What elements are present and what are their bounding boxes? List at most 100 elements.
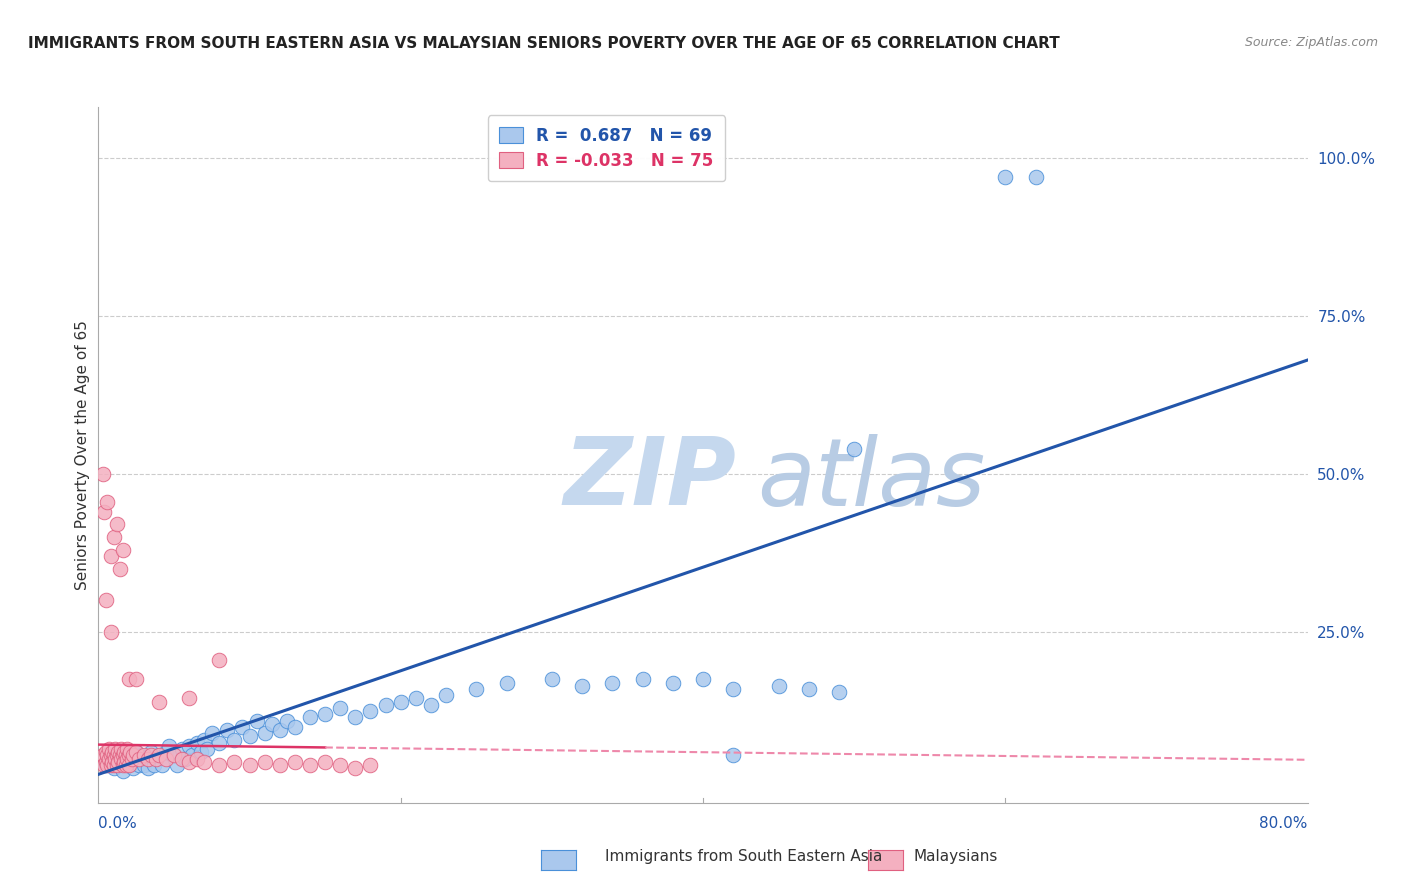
Text: Immigrants from South Eastern Asia: Immigrants from South Eastern Asia xyxy=(605,849,882,863)
Point xyxy=(208,736,231,750)
Point xyxy=(115,742,138,756)
Point xyxy=(121,751,143,765)
Point xyxy=(105,748,128,763)
Point xyxy=(100,625,122,640)
Point xyxy=(148,695,170,709)
Point xyxy=(208,653,231,667)
Point xyxy=(110,742,132,756)
Point xyxy=(110,751,132,765)
Point xyxy=(692,673,714,687)
Point xyxy=(111,764,134,779)
Point xyxy=(405,691,427,706)
Point xyxy=(360,757,382,772)
Point xyxy=(114,748,136,763)
Y-axis label: Seniors Poverty Over the Age of 65: Seniors Poverty Over the Age of 65 xyxy=(75,320,90,590)
Point xyxy=(108,748,131,763)
Point xyxy=(98,742,121,756)
Point xyxy=(125,673,148,687)
Point xyxy=(118,757,141,772)
Point xyxy=(602,675,624,690)
Point xyxy=(103,761,125,775)
Point xyxy=(107,757,129,772)
Point xyxy=(112,745,135,759)
Point xyxy=(284,755,307,769)
Point xyxy=(768,679,790,693)
Point xyxy=(299,710,322,724)
Point xyxy=(136,761,159,775)
Point xyxy=(125,745,148,759)
Point xyxy=(100,757,122,772)
Point xyxy=(246,714,269,728)
Point xyxy=(465,681,488,696)
Point xyxy=(96,757,118,772)
Text: atlas: atlas xyxy=(758,434,986,524)
Point xyxy=(94,745,117,759)
Point xyxy=(136,751,159,765)
Point xyxy=(434,688,457,702)
Point xyxy=(723,681,745,696)
Point xyxy=(94,593,117,607)
Point xyxy=(190,745,212,759)
Point xyxy=(389,695,412,709)
Point xyxy=(186,736,208,750)
Point xyxy=(253,726,276,740)
Text: Malaysians: Malaysians xyxy=(914,849,998,863)
Point xyxy=(94,755,117,769)
Point xyxy=(143,757,166,772)
Point xyxy=(828,685,851,699)
Point xyxy=(103,757,125,772)
Point xyxy=(96,495,118,509)
Point xyxy=(145,751,167,765)
Point xyxy=(661,675,683,690)
Point xyxy=(163,748,186,763)
Point xyxy=(100,748,122,763)
Point xyxy=(314,755,336,769)
Point xyxy=(96,748,118,763)
Text: ZIP: ZIP xyxy=(564,434,737,525)
Point xyxy=(495,675,517,690)
Point xyxy=(112,755,135,769)
Point xyxy=(103,748,125,763)
Point xyxy=(135,751,157,765)
Point xyxy=(93,505,115,519)
Point xyxy=(540,673,562,687)
Text: IMMIGRANTS FROM SOUTH EASTERN ASIA VS MALAYSIAN SENIORS POVERTY OVER THE AGE OF : IMMIGRANTS FROM SOUTH EASTERN ASIA VS MA… xyxy=(28,36,1060,51)
Point xyxy=(314,707,336,722)
Point xyxy=(132,748,155,763)
Point xyxy=(121,751,143,765)
Point xyxy=(360,704,382,718)
Point xyxy=(107,745,129,759)
Point xyxy=(141,748,163,763)
Point xyxy=(420,698,443,712)
Point xyxy=(231,720,253,734)
Point xyxy=(118,673,141,687)
Legend: R =  0.687   N = 69, R = -0.033   N = 75: R = 0.687 N = 69, R = -0.033 N = 75 xyxy=(488,115,725,181)
Point xyxy=(329,701,352,715)
Point xyxy=(344,710,367,724)
Text: Source: ZipAtlas.com: Source: ZipAtlas.com xyxy=(1244,36,1378,49)
Point xyxy=(110,751,132,765)
Point xyxy=(179,739,201,753)
Point xyxy=(91,748,114,763)
Point xyxy=(239,757,262,772)
Point xyxy=(155,745,177,759)
Point xyxy=(129,748,152,763)
Point xyxy=(101,755,124,769)
Point xyxy=(631,673,654,687)
Point xyxy=(100,751,122,765)
Point xyxy=(107,755,129,769)
Point xyxy=(141,745,163,759)
Point xyxy=(193,755,215,769)
Point xyxy=(844,442,866,456)
Point xyxy=(150,757,173,772)
Point xyxy=(118,748,141,763)
Point xyxy=(101,745,124,759)
Point xyxy=(329,757,352,772)
Point xyxy=(93,757,115,772)
Point xyxy=(91,467,114,481)
Point xyxy=(224,755,246,769)
Point xyxy=(201,726,224,740)
Point xyxy=(105,745,128,759)
Point xyxy=(120,745,142,759)
Point xyxy=(159,739,181,753)
